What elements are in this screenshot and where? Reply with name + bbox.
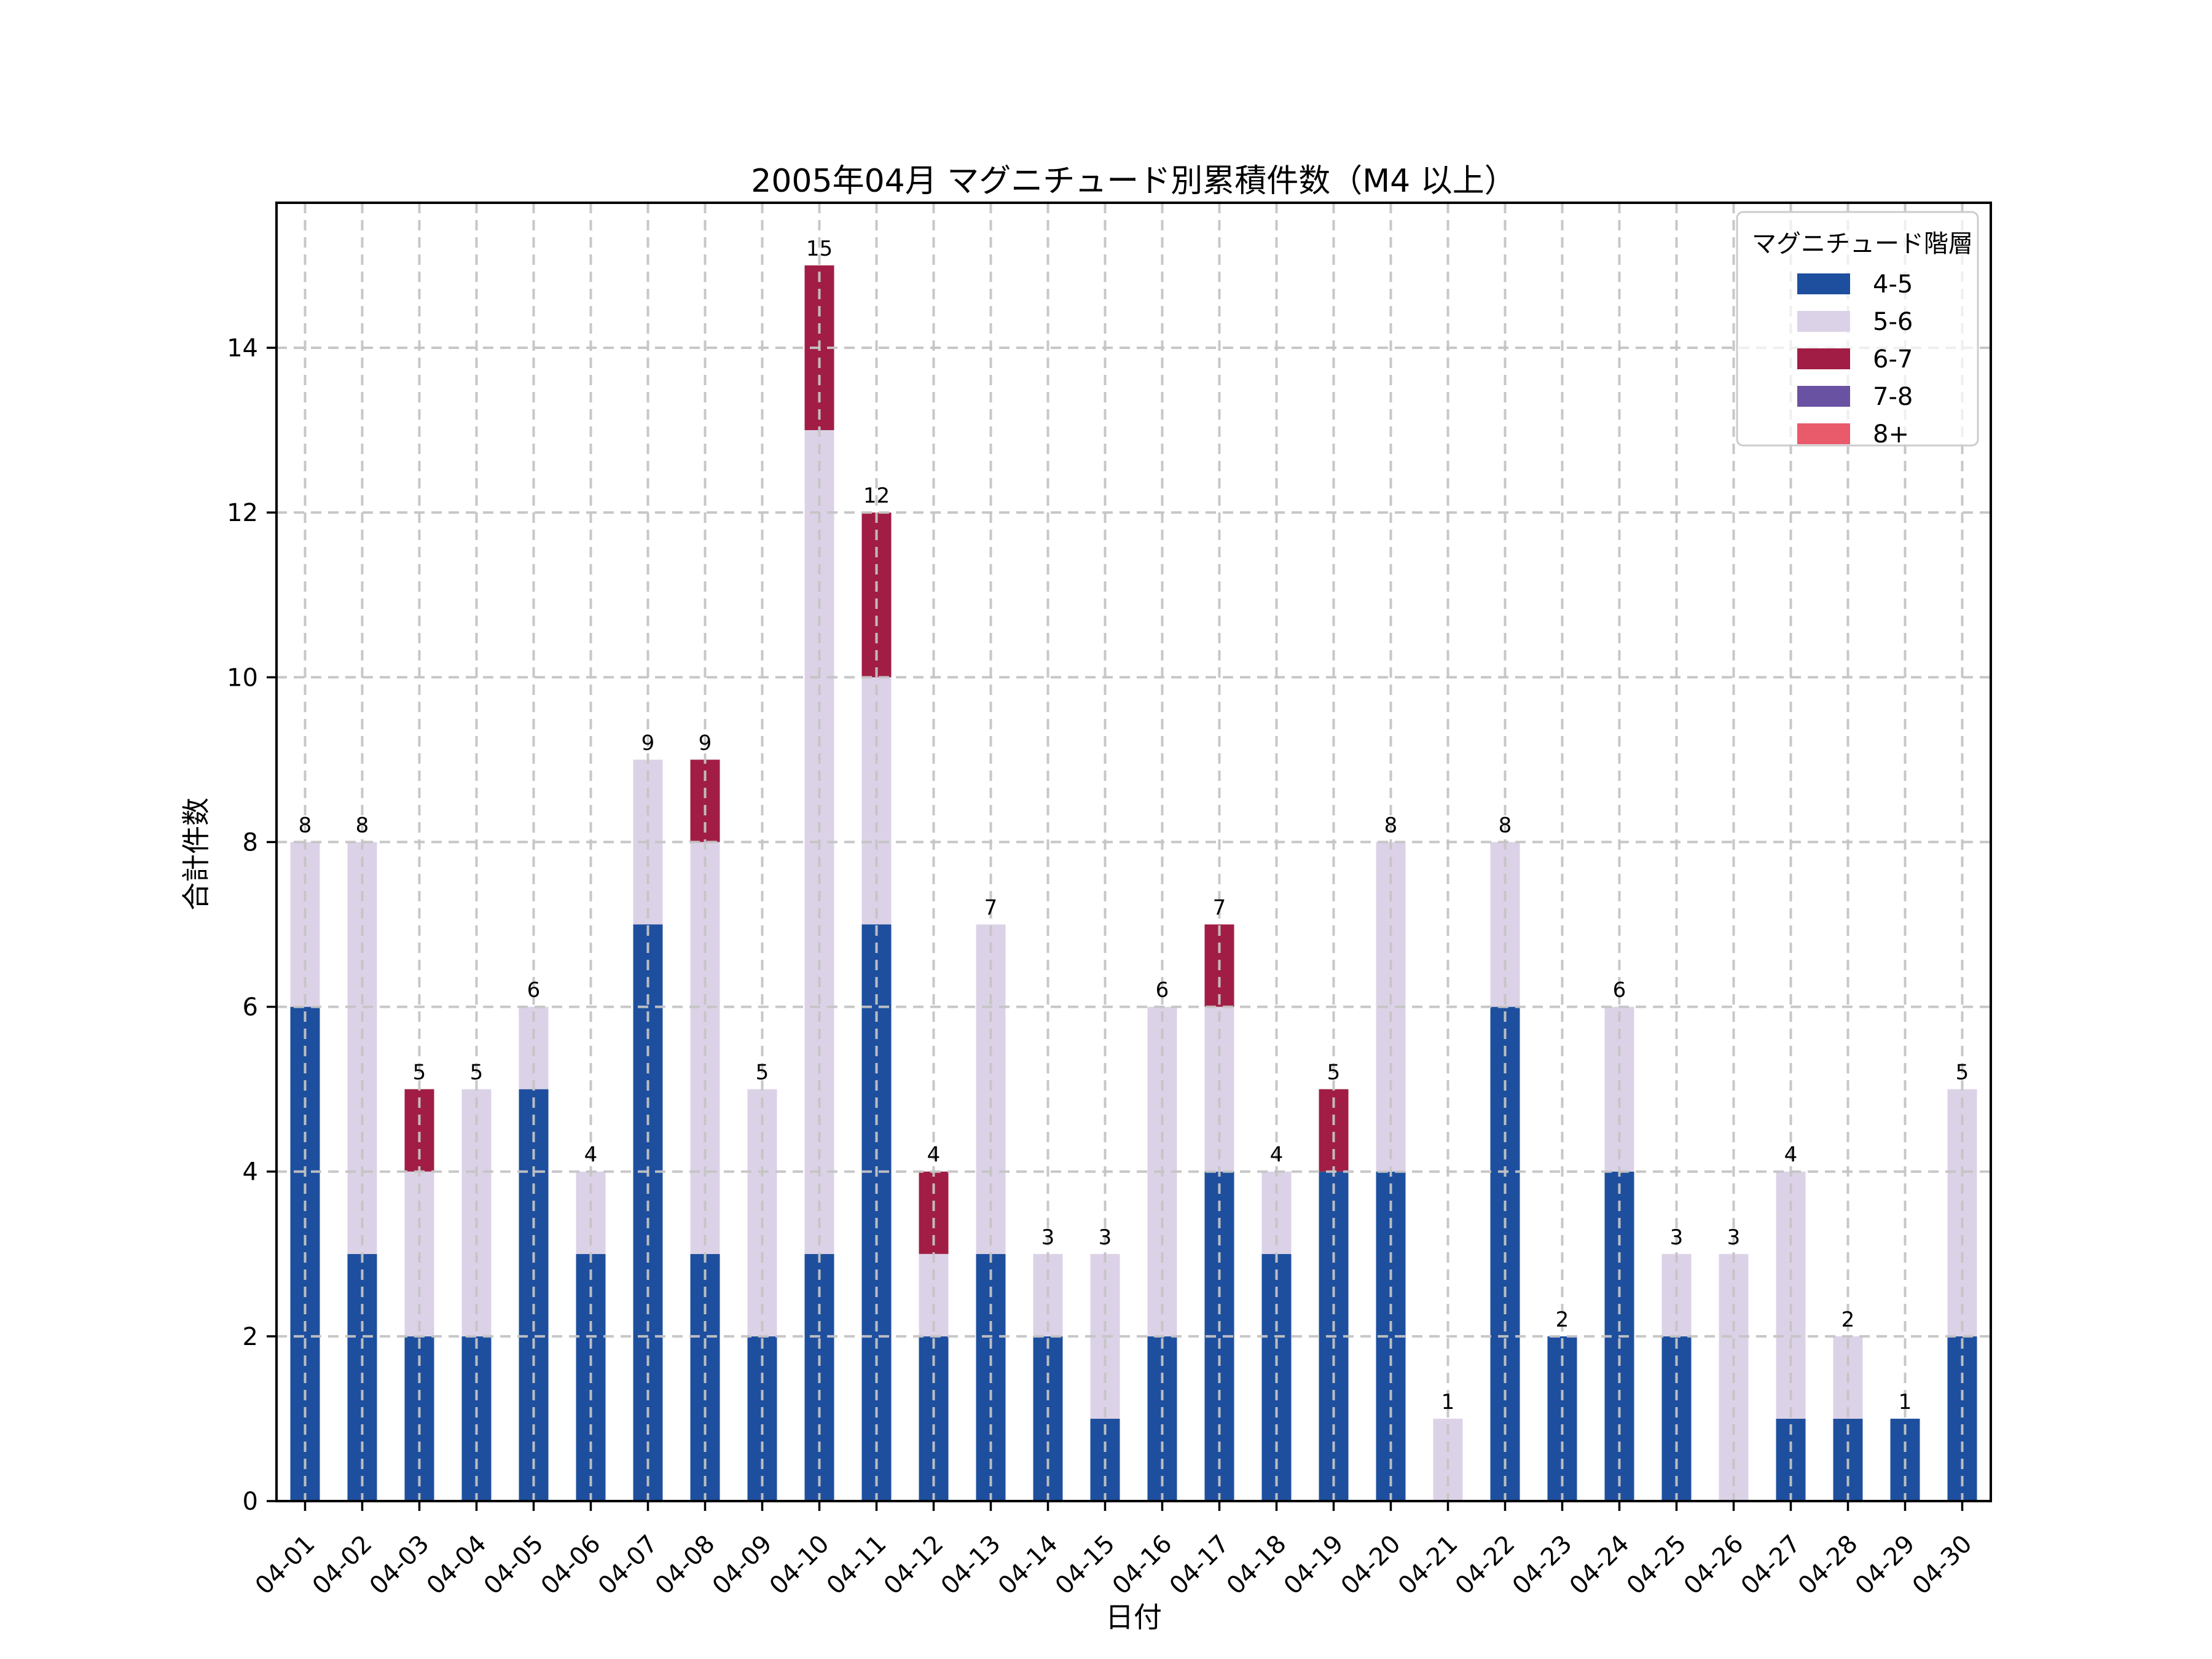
- bar-total-label: 6: [1156, 978, 1169, 1003]
- bar-total-label: 4: [1270, 1143, 1284, 1167]
- bar-segment-04-11-5-6: [861, 677, 892, 925]
- bar-total-label: 5: [470, 1061, 484, 1085]
- bar-total-label: 12: [863, 484, 890, 508]
- bar-total-label: 4: [584, 1143, 598, 1167]
- bar-total-label: 8: [356, 813, 369, 837]
- x-tick-label: 04-07: [593, 1530, 664, 1601]
- bar-total-label: 1: [1899, 1390, 1912, 1414]
- x-tick-label: 04-05: [479, 1530, 549, 1601]
- bar-total-label: 3: [1727, 1225, 1741, 1250]
- x-tick-label: 04-25: [1622, 1530, 1692, 1601]
- x-tick-label: 04-21: [1393, 1530, 1464, 1601]
- legend-swatch-5-6: [1797, 311, 1850, 332]
- x-tick-label: 04-09: [707, 1530, 778, 1601]
- bar-total-label: 7: [1213, 896, 1226, 920]
- x-tick-label: 04-29: [1850, 1530, 1921, 1601]
- bar-total-label: 6: [1613, 978, 1626, 1003]
- x-tick-label: 04-23: [1507, 1530, 1578, 1601]
- x-tick-label: 04-28: [1793, 1530, 1864, 1601]
- plot-spines: [275, 202, 1992, 1502]
- bar-total-label: 15: [806, 237, 833, 261]
- legend-swatch-8+: [1797, 423, 1850, 444]
- bar-total-label: 8: [1384, 813, 1398, 837]
- x-tick-label: 04-18: [1222, 1530, 1292, 1601]
- bar-total-label: 4: [927, 1143, 941, 1167]
- bar-total-label: 2: [1841, 1308, 1855, 1332]
- y-tick-label: 6: [243, 994, 258, 1022]
- bar-total-label: 5: [413, 1061, 426, 1085]
- x-tick-label: 04-10: [764, 1530, 835, 1601]
- legend: マグニチュード階層 4-5 5-6 6-7 7-8 8+: [1736, 211, 1979, 449]
- bar-total-label: 8: [299, 813, 312, 837]
- x-tick-label: 04-03: [364, 1530, 435, 1601]
- x-tick-label: 04-24: [1564, 1530, 1635, 1601]
- legend-swatch-6-7: [1797, 348, 1850, 369]
- grid-layer: [276, 203, 1991, 1501]
- legend-item-label: 6-7: [1873, 345, 1913, 374]
- legend-swatch-4-5: [1797, 273, 1850, 294]
- legend-item-label: 7-8: [1873, 383, 1913, 411]
- x-tick-label: 04-26: [1679, 1530, 1749, 1601]
- x-tick-label: 04-11: [822, 1530, 892, 1601]
- y-axis-label: 合計件数: [179, 798, 213, 911]
- bar-segment-04-04-5-6: [461, 1089, 492, 1336]
- x-tick-label: 04-04: [422, 1530, 492, 1601]
- bar-total-label: 5: [1327, 1061, 1341, 1085]
- x-tick-label: 04-06: [536, 1530, 606, 1601]
- bars-layer: [290, 265, 1977, 1501]
- bar-total-label: 5: [1956, 1061, 1969, 1085]
- x-tick-label: 04-30: [1907, 1530, 1978, 1601]
- y-tick-label: 8: [243, 828, 258, 857]
- y-tick-label: 0: [243, 1488, 258, 1516]
- x-tick-label: 04-20: [1336, 1530, 1406, 1601]
- x-tick-label: 04-02: [307, 1530, 378, 1601]
- x-tick-label: 04-16: [1107, 1530, 1178, 1601]
- legend-items: 4-5 5-6 6-7 7-8 8+: [1797, 270, 1913, 449]
- x-tick-label: 04-08: [650, 1530, 721, 1601]
- x-tick-label: 04-13: [936, 1530, 1006, 1601]
- bar-total-label: 3: [1099, 1225, 1112, 1250]
- bar-total-label: 9: [699, 731, 712, 755]
- bar-total-label: 7: [984, 896, 998, 920]
- chart-title: 2005年04月 マグニチュード別累積件数（M4 以上）: [751, 163, 1516, 200]
- x-tick-label: 04-12: [879, 1530, 949, 1601]
- bar-total-label: 3: [1670, 1225, 1684, 1250]
- bar-total-label: 5: [756, 1061, 769, 1085]
- y-tick-label: 4: [243, 1158, 258, 1186]
- bar-total-label: 4: [1784, 1143, 1798, 1167]
- bar-segment-04-09-5-6: [747, 1089, 777, 1336]
- y-tick-label: 2: [243, 1323, 258, 1351]
- y-tick-label: 10: [227, 664, 258, 692]
- x-tick-label: 04-15: [1050, 1530, 1121, 1601]
- y-tick-label: 12: [227, 499, 258, 527]
- bar-total-label: 9: [641, 731, 655, 755]
- bar-total-label: 3: [1041, 1225, 1055, 1250]
- x-tick-label: 04-22: [1450, 1530, 1521, 1601]
- bar-segment-04-30-5-6: [1947, 1089, 1977, 1336]
- legend-swatch-7-8: [1797, 386, 1850, 407]
- x-tick-label: 04-27: [1736, 1530, 1806, 1601]
- legend-item-label: 5-6: [1873, 308, 1913, 336]
- x-tick-label: 04-01: [250, 1530, 321, 1601]
- legend-item-label: 4-5: [1873, 270, 1913, 299]
- bar-total-label: 1: [1441, 1390, 1455, 1414]
- legend-item-label: 8+: [1873, 420, 1909, 449]
- bar-total-label: 6: [527, 978, 541, 1003]
- x-tick-label: 04-14: [993, 1530, 1064, 1601]
- bar-total-label: 8: [1499, 813, 1512, 837]
- bar-total-label: 2: [1556, 1308, 1569, 1332]
- x-tick-label: 04-17: [1164, 1530, 1235, 1601]
- x-tick-label: 04-19: [1279, 1530, 1349, 1601]
- legend-title: マグニチュード階層: [1752, 230, 1973, 258]
- y-tick-label: 14: [227, 334, 258, 363]
- x-axis-label: 日付: [1105, 1601, 1162, 1634]
